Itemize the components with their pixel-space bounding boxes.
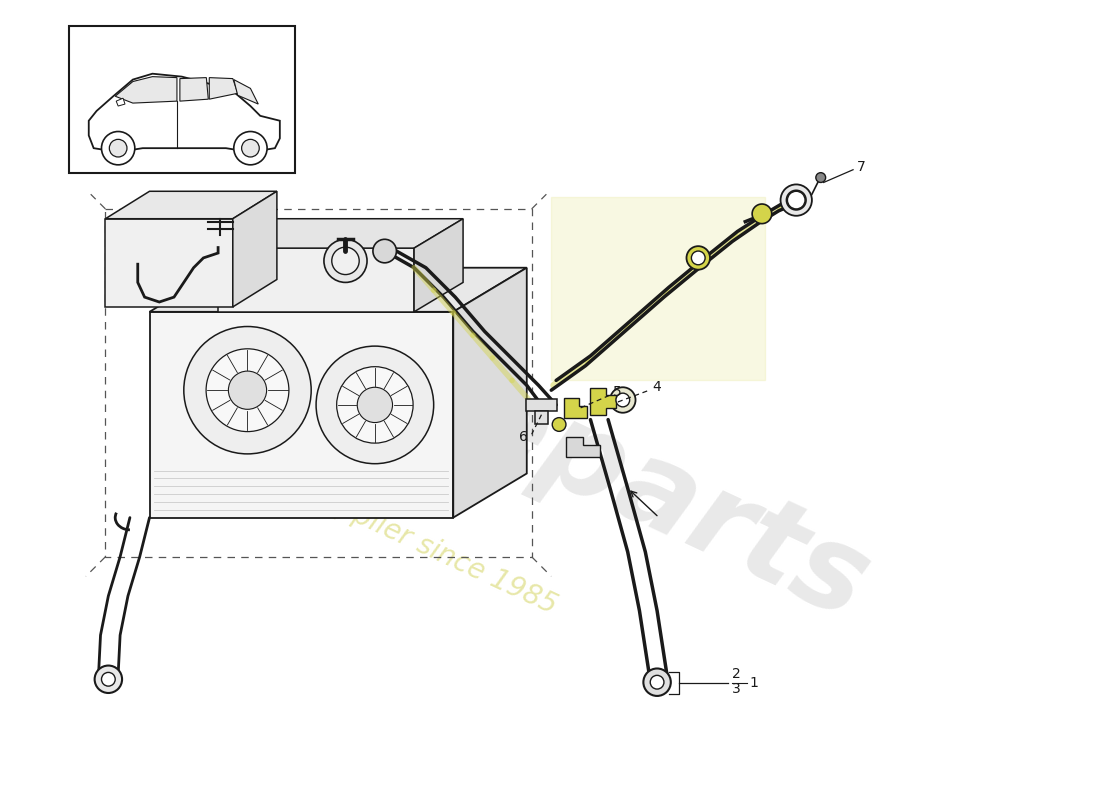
Circle shape <box>816 173 826 182</box>
Circle shape <box>184 326 311 454</box>
Circle shape <box>686 246 710 270</box>
Circle shape <box>332 247 360 274</box>
Polygon shape <box>218 218 463 248</box>
Text: a parts supplier since 1985: a parts supplier since 1985 <box>208 435 562 620</box>
Circle shape <box>316 346 433 464</box>
Text: 5: 5 <box>613 385 621 399</box>
Polygon shape <box>526 398 557 411</box>
Polygon shape <box>89 74 279 152</box>
Polygon shape <box>116 77 177 103</box>
Text: 6: 6 <box>519 430 528 444</box>
Polygon shape <box>566 438 601 457</box>
Polygon shape <box>233 191 277 307</box>
Circle shape <box>610 387 636 413</box>
Text: 2: 2 <box>732 667 740 682</box>
Polygon shape <box>209 78 238 99</box>
Circle shape <box>788 191 805 209</box>
Circle shape <box>650 675 664 689</box>
Text: 4: 4 <box>652 380 661 394</box>
Bar <box>69 26 295 173</box>
Polygon shape <box>414 218 463 312</box>
Circle shape <box>323 239 367 282</box>
Polygon shape <box>117 98 125 106</box>
Polygon shape <box>150 312 453 518</box>
Polygon shape <box>150 268 527 312</box>
Text: 1: 1 <box>749 676 758 690</box>
Circle shape <box>242 139 260 157</box>
Circle shape <box>234 131 267 165</box>
Text: europeparts: europeparts <box>98 195 887 644</box>
Circle shape <box>101 131 135 165</box>
Circle shape <box>358 387 393 422</box>
Circle shape <box>692 251 705 265</box>
Circle shape <box>95 666 122 693</box>
Polygon shape <box>536 411 548 424</box>
Polygon shape <box>591 388 616 414</box>
Circle shape <box>644 669 671 696</box>
Text: 7: 7 <box>857 160 866 174</box>
Circle shape <box>616 393 629 407</box>
Circle shape <box>373 239 396 263</box>
Polygon shape <box>106 218 233 307</box>
Circle shape <box>229 371 266 410</box>
Polygon shape <box>106 191 277 218</box>
Circle shape <box>337 366 414 443</box>
Polygon shape <box>564 398 586 418</box>
Circle shape <box>101 673 116 686</box>
Polygon shape <box>453 268 527 518</box>
Text: 3: 3 <box>732 682 740 696</box>
Circle shape <box>781 185 812 216</box>
Circle shape <box>206 349 289 432</box>
Circle shape <box>552 418 567 431</box>
Circle shape <box>752 204 772 224</box>
Polygon shape <box>180 78 208 101</box>
Polygon shape <box>234 79 258 104</box>
Polygon shape <box>218 248 414 312</box>
Circle shape <box>109 139 126 157</box>
Circle shape <box>786 190 806 210</box>
